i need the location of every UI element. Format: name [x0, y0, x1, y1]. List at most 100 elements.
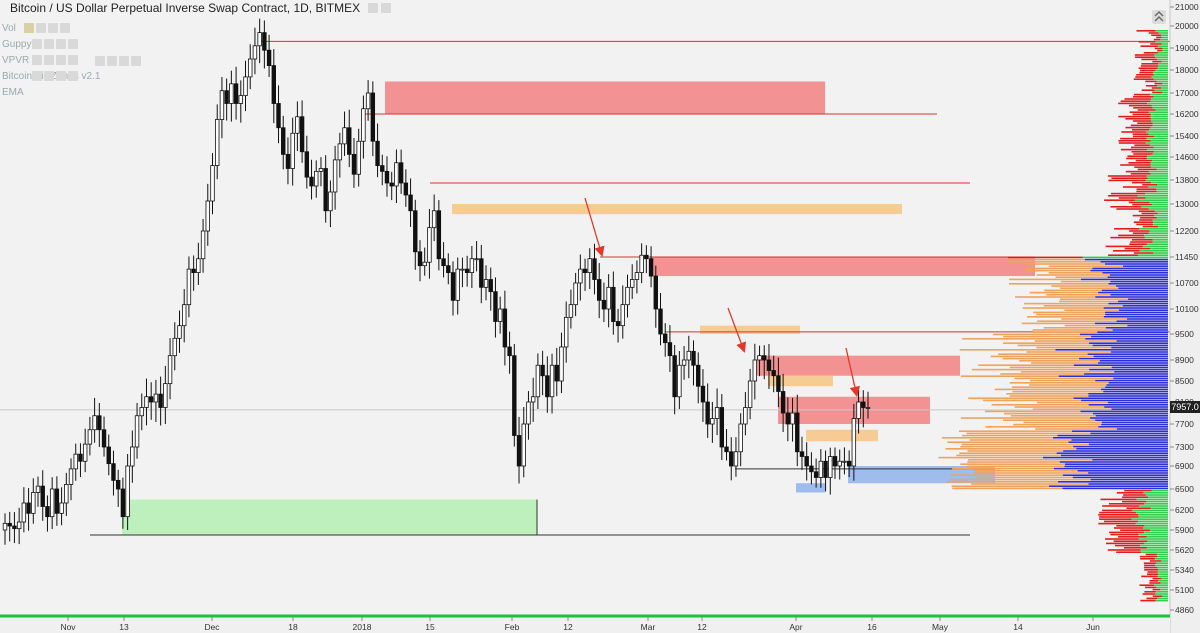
volume-bar-buy — [1009, 283, 1109, 285]
volume-bar-buy — [993, 333, 1080, 336]
candle-bearish — [705, 401, 710, 425]
volume-bar-buy — [1015, 296, 1096, 298]
volume-bar-sell — [1062, 474, 1168, 476]
volume-bar-sell — [1093, 355, 1168, 358]
volume-bar-buy — [1120, 148, 1147, 151]
volume-bar-buy — [1144, 591, 1156, 593]
candle-bullish — [828, 456, 833, 478]
collapse-icon[interactable] — [1152, 10, 1166, 24]
volume-bar-sell — [1102, 272, 1168, 274]
candle-bearish — [115, 479, 121, 490]
candle-bearish — [12, 525, 17, 530]
volume-bar-buy — [1136, 188, 1157, 190]
price-axis[interactable] — [1170, 0, 1200, 633]
volume-bar-sell — [1153, 74, 1168, 76]
volume-bar-buy — [1124, 489, 1152, 492]
volume-bar-buy — [1137, 109, 1156, 111]
volume-bar-buy — [1141, 575, 1158, 578]
gear-icon[interactable] — [44, 71, 54, 81]
add-icon[interactable] — [56, 55, 66, 65]
close-icon[interactable] — [131, 56, 141, 66]
volume-bar-sell — [1100, 388, 1168, 391]
volume-bar-sell — [1079, 357, 1168, 360]
candle-bullish — [620, 304, 625, 327]
add-icon[interactable] — [119, 56, 129, 66]
volume-bar-sell — [1111, 366, 1168, 369]
y-tick-label: 5900 — [1175, 525, 1194, 535]
volume-bar-sell — [1160, 582, 1168, 584]
volume-bar-sell — [1110, 351, 1168, 353]
x-tick-label: 12 — [697, 622, 707, 632]
y-tick-label: 9500 — [1175, 329, 1194, 339]
eye-icon[interactable] — [32, 55, 42, 65]
candle-bearish — [785, 412, 791, 425]
volume-bar-buy — [1102, 505, 1140, 507]
volume-bar-sell — [1146, 547, 1168, 549]
candle-bullish — [455, 268, 460, 301]
close-icon[interactable] — [60, 23, 70, 33]
candle-bearish — [441, 258, 446, 267]
volume-bar-sell — [1151, 113, 1168, 116]
gear-icon[interactable] — [36, 23, 46, 33]
candle-bearish — [309, 176, 314, 187]
add-icon[interactable] — [56, 71, 66, 81]
chart-header: Bitcoin / US Dollar Perpetual Inverse Sw… — [2, 1, 391, 98]
add-icon[interactable] — [48, 23, 58, 33]
volume-bar-sell — [1122, 305, 1168, 307]
volume-bar-sell — [1042, 456, 1168, 459]
volume-bar-buy — [1125, 170, 1149, 173]
volume-bar-buy — [984, 410, 1081, 413]
candle-bullish — [837, 460, 842, 467]
close-icon[interactable] — [68, 71, 78, 81]
gear-icon[interactable] — [381, 3, 391, 13]
volume-bar-sell — [1058, 481, 1168, 483]
volume-bar-buy — [1032, 408, 1112, 410]
volume-bar-sell — [1084, 373, 1168, 375]
volume-bar-sell — [1116, 320, 1168, 322]
y-tick-label: 13800 — [1175, 175, 1199, 185]
candle-bullish — [356, 140, 361, 175]
volume-bar-sell — [1157, 58, 1168, 61]
indicator-vpvr[interactable]: VPVR — [2, 55, 29, 66]
candles-layer — [2, 18, 871, 545]
eye-icon[interactable] — [95, 56, 105, 66]
close-icon[interactable] — [68, 39, 78, 49]
volume-bar-buy — [1136, 190, 1157, 193]
gear-icon[interactable] — [44, 55, 54, 65]
y-tick-label: 10700 — [1175, 278, 1199, 288]
indicator-ema[interactable]: EMA — [2, 87, 24, 98]
indicator-control-icons[interactable] — [24, 3, 391, 81]
volume-bar-sell — [1140, 549, 1168, 551]
add-icon[interactable] — [56, 39, 66, 49]
volume-bar-buy — [1116, 525, 1145, 527]
volume-bar-sell — [1157, 575, 1168, 578]
candle-bearish — [408, 194, 413, 212]
candle-bearish — [776, 375, 781, 392]
close-icon[interactable] — [68, 55, 78, 65]
volume-bar-buy — [947, 441, 1069, 443]
volume-bar-sell — [1089, 342, 1168, 344]
time-axis[interactable] — [0, 616, 1170, 633]
gear-icon[interactable] — [44, 39, 54, 49]
volume-bar-sell — [1156, 217, 1168, 219]
y-tick-label: 8900 — [1175, 355, 1194, 365]
indicator-guppy[interactable]: Guppy — [2, 39, 31, 50]
eye-icon[interactable] — [32, 71, 42, 81]
candle-bearish — [601, 299, 607, 310]
volume-bar-sell — [1137, 520, 1168, 523]
eye-icon[interactable] — [368, 3, 378, 13]
volume-bar-sell — [1152, 107, 1168, 109]
volume-bar-buy — [1000, 373, 1085, 375]
gear-icon[interactable] — [107, 56, 117, 66]
indicator-vol[interactable]: Vol — [2, 23, 16, 34]
candle-bearish — [700, 385, 706, 403]
eye-icon[interactable] — [32, 39, 42, 49]
volume-bar-buy — [1009, 278, 1081, 281]
eye-icon[interactable] — [24, 23, 34, 33]
volume-bar-buy — [951, 485, 1049, 487]
candle-bearish — [719, 407, 725, 448]
volume-bar-buy — [1013, 423, 1102, 426]
volume-bar-sell — [1162, 49, 1168, 52]
